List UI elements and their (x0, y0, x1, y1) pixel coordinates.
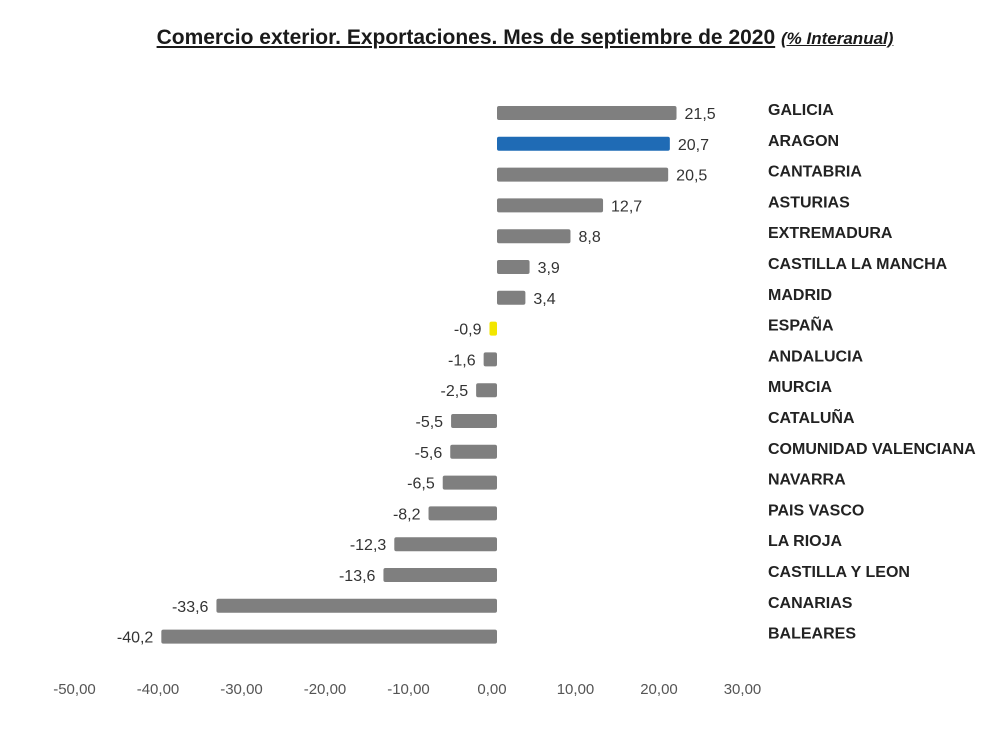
value-label: 21,5 (685, 106, 716, 123)
bar-asturias (497, 198, 604, 213)
value-label: -5,6 (415, 445, 443, 462)
bar-extremadura (497, 229, 571, 244)
bar-cataluña (451, 414, 497, 428)
value-label: -12,3 (350, 537, 387, 554)
chart-title: Comercio exterior. Exportaciones. Mes de… (0, 26, 990, 50)
category-label: COMUNIDAD VALENCIANA (768, 441, 976, 458)
x-tick-label: 0,00 (477, 681, 506, 698)
x-tick-label: -10,00 (387, 681, 430, 698)
x-tick-label: 30,00 (724, 681, 762, 698)
bar-canarias (216, 598, 497, 613)
value-label: 20,5 (676, 168, 707, 185)
category-label: CASTILLA LA MANCHA (768, 256, 948, 273)
value-label: 3,9 (538, 260, 560, 277)
value-label: -33,6 (172, 599, 209, 616)
category-label: EXTREMADURA (768, 225, 893, 242)
value-labels-group: 21,5 20,7 20,5 12,7 8,8 3,9 3,4 -0,9 -1,6 -2,5 -5,… (117, 106, 716, 647)
bar-comunidad-valenciana (450, 444, 497, 459)
value-label: -2,5 (441, 383, 469, 400)
category-labels-group: GALICIA ARAGON CANTABRIA ASTURIAS EXTREMADUR… (768, 102, 976, 643)
value-label: 12,7 (611, 198, 642, 215)
bar-la-rioja (394, 537, 497, 552)
value-label: 20,7 (678, 137, 709, 154)
bar-navarra (442, 475, 497, 490)
value-label: -5,5 (415, 414, 443, 431)
bar-castilla-y-leon (383, 568, 497, 582)
value-label: 8,8 (578, 229, 600, 246)
category-label: ASTURIAS (768, 194, 850, 211)
category-label: MADRID (768, 287, 832, 304)
category-label: ARAGON (768, 133, 839, 150)
bar-murcia (476, 383, 497, 398)
value-label: -6,5 (407, 476, 435, 493)
value-label: -1,6 (448, 352, 476, 369)
category-label: CANTABRIA (768, 164, 862, 181)
category-label: CATALUÑA (768, 407, 855, 427)
x-tick-label: -40,00 (137, 681, 180, 698)
bar-andalucia (483, 352, 497, 367)
category-label: PAIS VASCO (768, 502, 864, 519)
bar-españa (489, 321, 497, 336)
category-label: ANDALUCIA (768, 348, 864, 365)
x-tick-label: 20,00 (640, 681, 678, 698)
bar-madrid (497, 290, 526, 305)
bar-baleares (161, 629, 497, 644)
x-tick-label: -20,00 (304, 681, 347, 698)
category-label: CASTILLA Y LEON (768, 564, 910, 581)
bar-cantabria (497, 167, 669, 182)
chart-title-subtitle: (% Interanual) (781, 29, 894, 48)
category-label: ESPAÑA (768, 315, 834, 335)
category-label: LA RIOJA (768, 533, 843, 550)
bar-galicia (497, 106, 677, 120)
chart-title-main: Comercio exterior. Exportaciones. Mes de… (156, 26, 776, 49)
x-tick-label: -30,00 (220, 681, 263, 698)
category-label: GALICIA (768, 102, 834, 119)
x-tick-label: 10,00 (557, 681, 595, 698)
category-label: NAVARRA (768, 472, 846, 489)
x-axis-ticks-group: -50,00 -40,00 -30,00 -20,00 -10,00 0,00 10,00 2… (53, 681, 761, 698)
bars-group (161, 106, 677, 644)
value-label: -0,9 (454, 322, 482, 339)
bar-aragon (497, 136, 670, 151)
category-label: MURCIA (768, 379, 832, 396)
value-label: -13,6 (339, 568, 376, 585)
bar-pais-vasco (428, 506, 497, 521)
bar-castilla-la-mancha (497, 260, 530, 274)
value-label: -8,2 (393, 506, 421, 523)
category-label: CANARIAS (768, 595, 853, 612)
category-label: BALEARES (768, 626, 856, 643)
value-label: -40,2 (117, 630, 154, 647)
x-tick-label: -50,00 (53, 681, 96, 698)
value-label: 3,4 (533, 291, 555, 308)
